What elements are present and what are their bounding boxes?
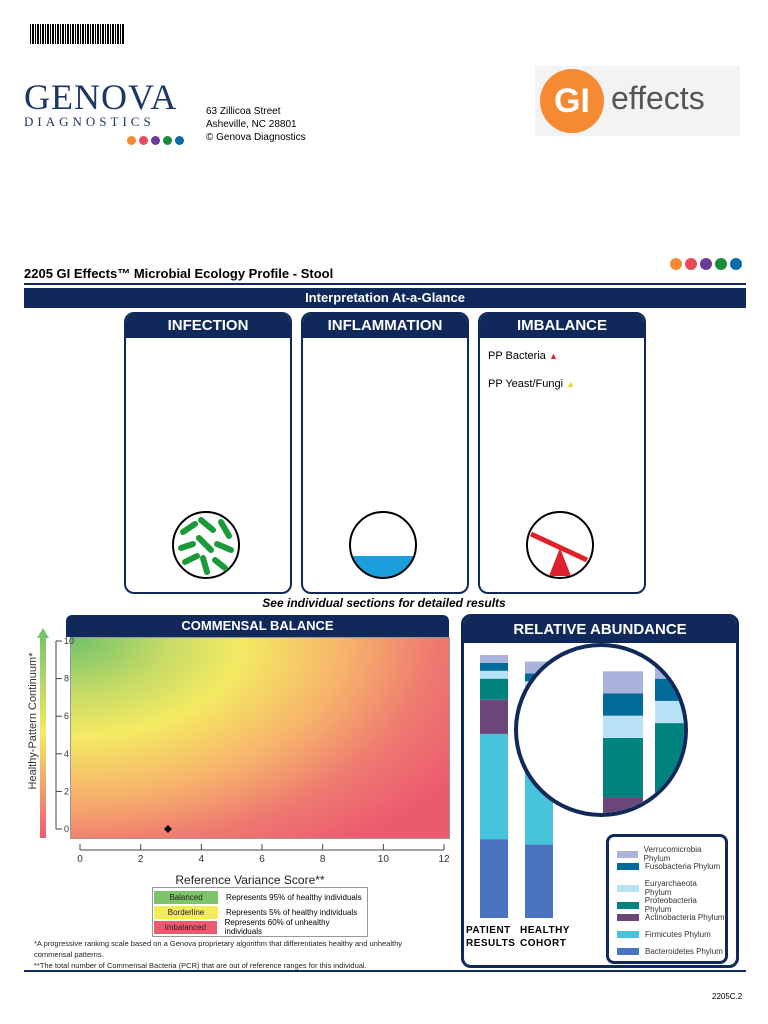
legend-swatch [617,884,639,892]
legend-item: Fusobacteria Phylum [617,862,720,871]
brand-dot [175,136,184,145]
legend-borderline: Borderline Represents 5% of healthy indiv… [154,905,366,919]
brand-dot [163,136,172,145]
magnifier-circle [514,643,688,817]
y-tick-label: 0 [64,824,69,834]
legend-label: Bacteroidetes Phylum [645,947,723,956]
x-tick-label: 8 [320,854,326,865]
magnified-segment [603,737,643,798]
legend-item: Euryarchaeota Phylum [617,879,725,897]
legend-item: Proteobacteria Phylum [617,896,725,914]
y-tick-label: 10 [64,636,74,646]
legend-item: Verrucomicrobia Phylum [617,845,725,863]
inflammation-panel: INFLAMMATION [301,312,469,594]
legend-balanced: Balanced Represents 95% of healthy indivi… [154,890,366,904]
bar-segment-euryarchaeota-phylum [480,670,508,679]
legend-imbalanced: Imbalanced Represents 60% of unhealthy in… [154,918,366,936]
brand-dot [139,136,148,145]
brand-dot [700,258,712,270]
brand-dot [730,258,742,270]
legend-swatch [617,914,639,921]
legend-label: Euryarchaeota Phylum [644,879,697,897]
barcode [30,24,125,44]
bar-segment-actinobacteria-phylum [480,699,508,734]
x-tick-label: 4 [199,854,205,865]
bar-segment-verrucomicrobia-phylum [525,661,553,674]
imbalance-item: PP Yeast/Fungi ▲ [488,378,576,390]
imbalance-item: PP Bacteria ▲ [488,350,558,362]
legend-swatch [617,863,639,870]
legend-item: Bacteroidetes Phylum [617,947,723,956]
legend-swatch [617,931,639,938]
bar-segment-fusobacteria-phylum [480,662,508,671]
bacteria-icon [172,511,240,579]
bar-segment-bacteroidetes-phylum [525,844,553,918]
brand-dot [685,258,697,270]
report-title: 2205 GI Effects™ Microbial Ecology Profi… [24,266,334,281]
gi-effects-logo: GI effects [535,66,740,136]
x-tick-label: 6 [259,854,265,865]
x-tick-label: 12 [438,854,450,865]
x-tick-label: 2 [138,854,144,865]
commensal-chart: 0 2 4 6 8 10 12 0 2 4 6 8 10 [55,636,450,865]
legend-item: Firmicutes Phylum [617,930,711,939]
genova-logo: GENOVA DIAGNOSTICS [24,79,184,150]
y-tick-label: 6 [64,711,69,721]
glance-note: See individual sections for detailed res… [262,596,506,610]
brand-dot [151,136,160,145]
bar-segment-bacteroidetes-phylum [480,839,508,918]
legend-swatch [617,901,639,909]
patient-score-point [163,825,172,833]
red-triangle-icon: ▲ [548,351,558,361]
x-tick-label: 10 [378,854,390,865]
commensal-plot [70,637,450,839]
magnified-segment [603,671,643,694]
x-axis-label: Reference Variance Score** [175,873,325,887]
abundance-legend: Verrucomicrobia Phylum Fusobacteria Phylu… [606,834,728,964]
category-label-patient: PATIENT RESULTS [466,925,516,949]
footnotes: *A progressive ranking scale based on a … [34,939,403,970]
magnified-segment [603,693,643,716]
magnified-segment [655,723,684,798]
glance-header: Interpretation At-a-Glance [24,288,746,308]
commensal-header: COMMENSAL BALANCE [66,615,449,637]
legend-swatch [617,850,638,858]
imbalance-panel: IMBALANCE PP Bacteria ▲ PP Yeast/Fungi ▲ [478,312,646,594]
legend-label: Verrucomicrobia Phylum [643,845,702,863]
x-tick-label: 0 [77,854,83,865]
legend-item: Actinobacteria Phylum [617,913,725,922]
bar-segment-proteobacteria-phylum [480,678,508,700]
brand-dot [715,258,727,270]
rv-legend: Balanced Represents 95% of healthy indivi… [152,887,368,937]
legend-label: Firmicutes Phylum [645,930,711,939]
legend-label: Fusobacteria Phylum [645,862,721,871]
green-arrow-icon [37,628,49,838]
infection-panel: INFECTION [124,312,292,594]
footer-code: 2205C.2 [712,992,743,1001]
brand-dot [670,258,682,270]
address: 63 Zillicoa Street Asheville, NC 28801 ©… [206,106,306,143]
y-tick-label: 4 [64,749,69,759]
brand-dots [667,257,742,275]
y-tick-label: 2 [64,786,69,796]
magnified-segment [655,700,684,724]
bar-segment-verrucomicrobia-phylum [480,655,508,663]
brand-dot [127,136,136,145]
legend-swatch [617,948,639,955]
bar-segment-firmicutes-phylum [480,733,508,840]
legend-label: Actinobacteria Phylum [645,913,725,922]
seesaw-icon [526,511,594,579]
magnified-segment [603,715,643,738]
legend-label: Proteobacteria Phylum [644,896,697,914]
fluid-level-icon [349,511,417,579]
abundance-chart [480,643,688,918]
category-label-healthy: HEALTHY COHORT [520,925,570,949]
y-tick-label: 8 [64,674,69,684]
magnified-segment [655,647,684,679]
yellow-triangle-icon: ▲ [566,379,576,389]
